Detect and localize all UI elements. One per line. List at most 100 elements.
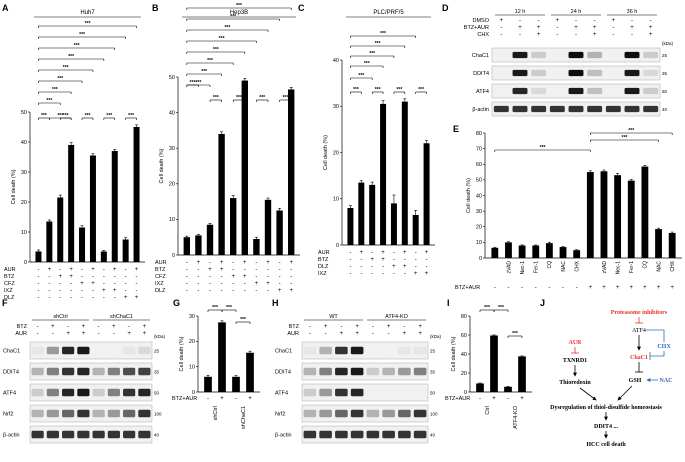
row-sign: - [290, 267, 292, 273]
row-sign: - [128, 324, 130, 330]
row-sign: + [392, 264, 396, 270]
blot-band [643, 51, 659, 59]
bar [518, 245, 526, 258]
x-tick-label: Fer-1 [534, 261, 540, 273]
mw-label: 40 [154, 433, 160, 438]
row-sign: - [114, 281, 116, 287]
y-tick-label: 0 [172, 253, 175, 259]
row-sign: - [404, 271, 406, 277]
blot-band [624, 51, 640, 59]
sig-label: *** [224, 25, 230, 31]
blot-band [92, 367, 105, 376]
blot-band [335, 409, 348, 418]
row-sign: + [91, 281, 95, 287]
mw-label: 50 [662, 89, 668, 94]
bar [218, 322, 226, 392]
row-sign: + [360, 250, 364, 256]
y-tick-label: 0 [479, 256, 482, 262]
row-sign: - [59, 295, 61, 301]
bar [111, 151, 118, 262]
panel-label-e: E [453, 124, 459, 134]
aur-node: AUR [569, 340, 583, 346]
sig-label: *** [226, 305, 232, 311]
row-sign: + [127, 331, 131, 337]
sig-label: *** [396, 87, 402, 93]
x-tick-label: CQ [643, 261, 649, 269]
x-tick-label: Nec-1 [520, 261, 526, 275]
x-group-label: Ctrl [485, 406, 491, 415]
row-sign: - [81, 288, 83, 294]
row-sign: + [289, 260, 293, 266]
blot-band [587, 87, 603, 95]
row-sign: - [562, 285, 564, 291]
row-sign: - [340, 324, 342, 330]
panel-label-i: I [447, 298, 450, 308]
panel-label-a: A [2, 3, 9, 13]
sig-label: *** [230, 14, 236, 20]
bar [204, 376, 212, 392]
row-sign: - [290, 281, 292, 287]
protein-label: ChaC1 [3, 349, 20, 355]
protein-label: DDIT4 [3, 370, 19, 376]
y-axis-label: Cell death (%) [179, 336, 185, 371]
y-axis-label: Cell death (%) [451, 336, 457, 371]
row-sign: + [243, 274, 247, 280]
blot-band [398, 367, 411, 376]
blot-band [138, 409, 151, 418]
row-sign: - [125, 288, 127, 294]
blot-band [92, 388, 105, 397]
bar [35, 251, 42, 262]
sig-label: *** [375, 41, 381, 47]
blot-band [643, 105, 659, 113]
bar [380, 103, 387, 245]
panel-label-g: G [173, 298, 180, 308]
row-sign: + [574, 25, 578, 31]
row-sign: - [631, 18, 633, 24]
bar [390, 203, 397, 245]
blot-band [568, 105, 584, 113]
row-sign: - [538, 18, 540, 24]
sig-label: *** [369, 51, 375, 57]
blot-band [382, 346, 395, 355]
y-tick-label: 40 [333, 58, 339, 64]
row-sign: + [492, 396, 496, 402]
row-sign: + [340, 331, 344, 337]
row-sign: - [48, 295, 50, 301]
row-sign: - [81, 267, 83, 273]
row-sign: - [37, 331, 39, 337]
chx-node: CHX [657, 344, 671, 350]
blot-band [303, 346, 317, 355]
thioredoxin-node: Thioredoxin [559, 380, 591, 386]
protein-label: ATF4 [3, 391, 16, 397]
row-sign: - [371, 264, 373, 270]
row-sign: + [248, 396, 252, 402]
row-sign: + [324, 324, 328, 330]
atf4-node: ATF4 [632, 328, 646, 334]
row-sign: - [393, 250, 395, 256]
bar [347, 208, 354, 245]
blot-band [46, 430, 59, 439]
row-sign: + [113, 267, 117, 273]
row-sign: - [37, 274, 39, 280]
blot-band [138, 430, 151, 439]
y-tick-label: 60 [461, 333, 467, 339]
mw-label: 25 [662, 53, 668, 58]
row-sign: - [426, 257, 428, 263]
time-label: 12 h [515, 9, 526, 15]
row-sign: - [594, 18, 596, 24]
blot-band [319, 388, 332, 397]
row-sign: + [556, 18, 560, 24]
blot-band [77, 409, 90, 418]
blot-band [303, 430, 317, 439]
row-sign: + [616, 285, 620, 291]
blot-band [605, 105, 621, 113]
row-sign: - [507, 285, 509, 291]
row-sign: + [69, 274, 73, 280]
row-sign: - [290, 274, 292, 280]
row-sign: - [650, 18, 652, 24]
row-sign: - [382, 264, 384, 270]
row-sign: - [235, 396, 237, 402]
row-sign: - [372, 324, 374, 330]
row-sign: + [266, 260, 270, 266]
